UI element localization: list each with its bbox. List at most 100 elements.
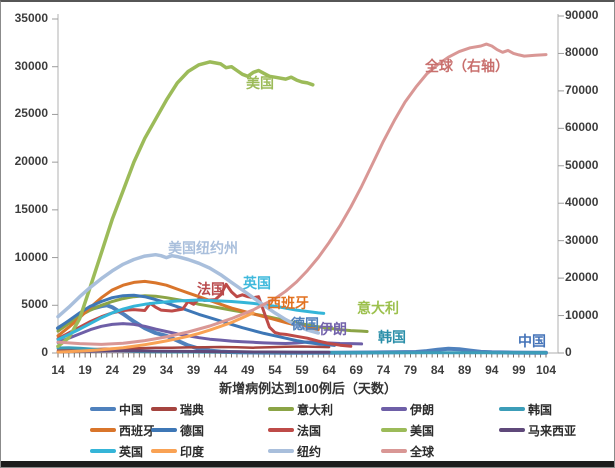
series-line-france — [56, 282, 353, 348]
x-axis-tick-label: 79 — [403, 363, 418, 377]
right-axis-tick-label: 60000 — [565, 120, 599, 135]
legend-item-newyork: 纽约 — [268, 443, 388, 459]
x-axis-tick-label: 44 — [213, 363, 228, 377]
x-axis-tick-label: 14 — [51, 363, 65, 377]
plot-label-uk: 英国 — [243, 275, 271, 291]
legend-swatch-newyork — [268, 449, 294, 453]
legend-label-global: 全球 — [410, 445, 435, 459]
left-axis-tick-label: 25000 — [14, 106, 48, 121]
right-axis-tick-label: 10000 — [565, 307, 599, 322]
legend-label-china: 中国 — [119, 403, 144, 417]
legend-swatch-spain — [90, 428, 116, 432]
legend-swatch-korea — [499, 407, 525, 411]
plot-label-germany: 德国 — [291, 316, 319, 332]
x-axis-tick-label: 99 — [512, 363, 526, 377]
legend-swatch-italy — [268, 407, 294, 411]
legend-item-malaysia: 马来西亚 — [499, 422, 614, 438]
plot-label-usa: 美国 — [246, 75, 274, 91]
plot-label-china: 中国 — [518, 333, 546, 349]
series-line-newyork — [56, 252, 321, 335]
legend-item-china: 中国 — [90, 401, 210, 417]
left-axis-tick-label: 35000 — [14, 11, 48, 25]
right-axis-tick-label: 0 — [565, 345, 572, 359]
x-axis-tick-label: 74 — [376, 363, 390, 377]
right-axis-tick-label: 40000 — [565, 195, 599, 210]
x-axis-tick-label: 39 — [186, 363, 201, 377]
legend-label-india: 印度 — [180, 445, 205, 459]
x-axis-tick-label: 69 — [349, 363, 363, 377]
legend-item-global: 全球 — [381, 443, 501, 459]
left-axis-tick-label: 30000 — [14, 58, 48, 73]
x-axis-tick-label: 24 — [105, 363, 119, 377]
legend-label-italy: 意大利 — [297, 403, 334, 417]
right-axis-tick-label: 70000 — [565, 82, 599, 97]
legend-item-uk: 英国 — [90, 443, 210, 459]
series-line-italy — [56, 294, 369, 333]
legend-item-sweden: 瑞典 — [151, 401, 271, 417]
legend-label-sweden: 瑞典 — [180, 403, 205, 417]
x-axis-tick-label: 64 — [322, 363, 336, 377]
legend-label-germany: 德国 — [180, 424, 205, 438]
plot-label-korea: 韩国 — [378, 329, 406, 345]
left-axis-tick-label: 10000 — [14, 249, 48, 264]
legend-label-usa: 美国 — [410, 424, 435, 438]
legend-item-spain: 西班牙 — [90, 422, 210, 438]
right-axis-tick-label: 80000 — [565, 45, 599, 60]
right-axis-tick-label: 30000 — [565, 232, 599, 247]
legend-label-malaysia: 马来西亚 — [528, 424, 577, 438]
legend-swatch-global — [381, 449, 407, 453]
legend-swatch-france — [268, 428, 294, 432]
right-axis-tick-label: 50000 — [565, 157, 599, 172]
legend-label-newyork: 纽约 — [297, 445, 322, 459]
series-line-spain — [56, 279, 320, 338]
plot-label-france: 法国 — [197, 281, 225, 297]
legend-label-france: 法国 — [297, 424, 322, 438]
legend-swatch-china — [90, 407, 116, 411]
left-axis-tick-label: 15000 — [14, 201, 48, 216]
x-axis-tick-label: 84 — [430, 363, 445, 377]
left-axis-tick-label: 0 — [41, 345, 48, 359]
legend-item-usa: 美国 — [381, 422, 501, 438]
legend-swatch-germany — [151, 428, 177, 432]
x-axis-tick-label: 89 — [457, 363, 472, 377]
legend-item-iran: 伊朗 — [381, 401, 501, 417]
right-axis-tick-label: 20000 — [565, 270, 599, 285]
right-axis-tick-label: 90000 — [565, 8, 599, 22]
legend-label-uk: 英国 — [119, 445, 144, 459]
series-line-germany — [56, 293, 336, 347]
x-axis-tick-label: 59 — [295, 363, 309, 377]
legend-item-korea: 韩国 — [499, 401, 614, 417]
plot-label-italy: 意大利 — [357, 300, 399, 316]
x-axis-tick-label: 19 — [78, 363, 92, 377]
x-axis-tick-label: 49 — [241, 363, 255, 377]
legend-item-germany: 德国 — [151, 422, 271, 438]
x-axis-tick-label: 29 — [132, 363, 146, 377]
x-axis-title: 新增病例达到100例后（天数） — [219, 381, 397, 396]
x-axis-tick-label: 94 — [485, 363, 499, 377]
screenshot-bottom-edge — [1, 461, 614, 467]
left-axis-tick-label: 20000 — [14, 154, 48, 169]
x-axis-tick-label: 34 — [159, 363, 174, 377]
series-line-uk — [56, 298, 326, 342]
plot-label-newyork: 美国纽约州 — [168, 240, 238, 256]
legend-swatch-iran — [381, 407, 407, 411]
legend-label-korea: 韩国 — [528, 403, 553, 417]
plot-label-spain: 西班牙 — [267, 295, 309, 311]
legend-swatch-usa — [381, 428, 407, 432]
plot-label-global: 全球（右轴） — [425, 58, 509, 74]
legend-swatch-uk — [90, 449, 116, 453]
legend-swatch-sweden — [151, 407, 177, 411]
legend-label-iran: 伊朗 — [410, 403, 435, 417]
legend-swatch-india — [151, 449, 177, 453]
legend-swatch-malaysia — [499, 428, 525, 432]
series-line-global — [56, 42, 548, 346]
series-line-usa — [56, 60, 315, 349]
left-axis-tick-label: 5000 — [21, 297, 48, 312]
x-axis-tick-label: 54 — [268, 363, 282, 377]
series-line-india — [56, 311, 255, 354]
x-axis-tick-label: 104 — [535, 363, 557, 377]
legend-item-france: 法国 — [268, 422, 388, 438]
legend-item-italy: 意大利 — [268, 401, 388, 417]
